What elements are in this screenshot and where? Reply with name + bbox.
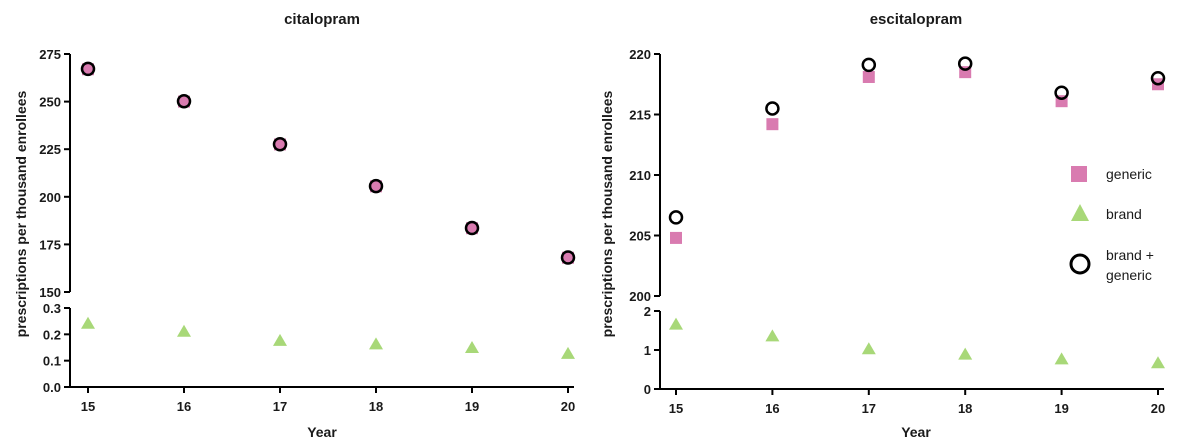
legend-generic-label: generic <box>1106 166 1152 182</box>
total-point <box>1150 70 1166 86</box>
total-point <box>80 61 96 77</box>
y-axis-label: prescriptions per thousand enrollees <box>599 90 615 337</box>
legend: generic brand brand + generic <box>1069 166 1154 283</box>
chart-title: citalopram <box>284 11 360 28</box>
y-tick-label: 200 <box>39 190 61 205</box>
generic-point <box>670 231 682 244</box>
brand-point <box>273 333 287 346</box>
total-point <box>464 220 480 236</box>
x-axis-label: Year <box>307 424 337 440</box>
legend-brand-marker <box>1071 204 1089 221</box>
brand-point <box>465 341 479 354</box>
brand-point <box>958 347 973 360</box>
total-point <box>861 57 877 73</box>
y-tick-label: 0.1 <box>43 354 61 369</box>
brand-point <box>1054 352 1069 365</box>
total-point <box>1054 85 1069 100</box>
x-tick-label: 16 <box>765 401 779 416</box>
y-tick-label: 150 <box>39 285 61 300</box>
x-tick-label: 19 <box>465 399 479 414</box>
legend-total-label-line2: generic <box>1106 267 1152 283</box>
y-tick-label: 0.2 <box>43 327 61 342</box>
x-tick-label: 19 <box>1054 401 1068 416</box>
total-point <box>668 210 684 225</box>
y-tick-label: 205 <box>629 229 651 244</box>
x-tick-label: 17 <box>273 399 287 414</box>
brand-point <box>861 342 876 355</box>
y-tick-label: 1 <box>644 343 651 358</box>
legend-brand-label: brand <box>1106 206 1142 222</box>
y-tick-label: 210 <box>629 168 651 183</box>
brand-point <box>81 316 95 329</box>
x-tick-label: 18 <box>369 399 383 414</box>
y-tick-label: 0.0 <box>43 380 61 395</box>
y-tick-label: 0.3 <box>43 301 61 316</box>
x-tick-label: 16 <box>177 399 191 414</box>
total-point <box>368 178 384 194</box>
x-tick-label: 17 <box>862 401 876 416</box>
y-tick-label: 225 <box>39 142 61 157</box>
y-tick-label: 215 <box>629 108 651 123</box>
legend-total-label-line1: brand + <box>1106 247 1154 263</box>
brand-point <box>669 317 683 330</box>
brand-point <box>561 346 575 359</box>
total-point <box>765 101 780 116</box>
y-tick-label: 275 <box>39 47 61 62</box>
total-point <box>957 56 973 71</box>
brand-point <box>765 329 780 342</box>
x-axis-label: Year <box>901 424 931 440</box>
generic-point <box>766 118 779 131</box>
brand-point <box>369 337 383 350</box>
x-tick-label: 18 <box>958 401 972 416</box>
legend-total-marker <box>1069 253 1091 275</box>
y-tick-label: 2 <box>644 304 651 319</box>
chart-title: escitalopram <box>870 11 963 28</box>
y-tick-label: 250 <box>39 95 61 110</box>
total-point <box>560 250 576 265</box>
y-tick-label: 220 <box>629 47 651 62</box>
brand-point <box>177 324 191 337</box>
y-tick-label: 0 <box>644 382 651 397</box>
brand-point <box>1151 356 1165 369</box>
y-axis-label: prescriptions per thousand enrollees <box>13 90 29 337</box>
escitalopram-panel: escitalopram prescriptions per thousand … <box>599 11 1166 440</box>
total-point <box>272 136 288 152</box>
x-tick-label: 15 <box>81 399 95 414</box>
legend-generic-marker <box>1071 166 1087 182</box>
total-point <box>176 93 192 109</box>
x-tick-label: 20 <box>1151 401 1165 416</box>
generic-point <box>862 70 875 83</box>
citalopram-panel: citalopram prescriptions per thousand en… <box>13 11 576 440</box>
x-tick-label: 15 <box>669 401 683 416</box>
y-tick-label: 175 <box>39 237 61 252</box>
y-tick-label: 200 <box>629 289 651 304</box>
x-tick-label: 20 <box>561 399 575 414</box>
